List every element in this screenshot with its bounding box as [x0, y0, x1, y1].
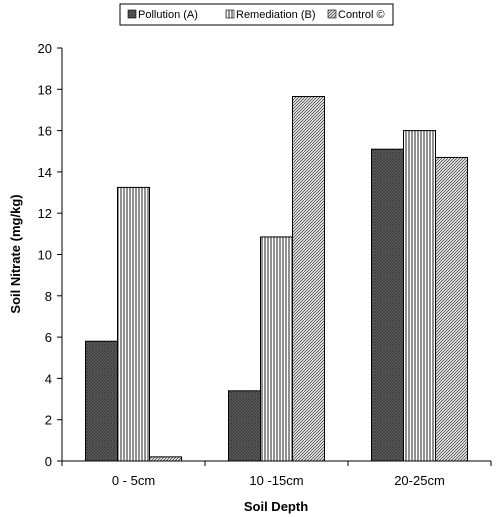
x-tick-label: 20-25cm	[394, 473, 445, 488]
bars-group	[85, 96, 468, 462]
y-tick-label: 6	[45, 330, 52, 345]
x-axis-ticks: 0 - 5cm 10 -15cm 20-25cm	[61, 461, 492, 488]
y-axis-ticks: 0 2 4 6 8 10 12 14 16 18 20	[38, 41, 62, 469]
legend-label-pollution: Pollution (A)	[138, 9, 198, 21]
bar-diagonal-lines-2	[435, 156, 468, 462]
y-tick-label: 18	[38, 82, 52, 97]
legend-swatch-control	[327, 9, 337, 19]
y-tick-label: 10	[38, 248, 52, 263]
bar-vertical-lines-2	[403, 130, 436, 462]
legend-swatch-remediation	[225, 9, 235, 19]
bar-dark-crosshatch-0	[85, 340, 118, 462]
x-tick-label: 0 - 5cm	[112, 473, 155, 488]
y-tick-label: 0	[45, 454, 52, 469]
bar-diagonal-lines-1	[292, 96, 325, 462]
y-tick-label: 12	[38, 206, 52, 221]
legend-box	[119, 3, 394, 26]
legend-swatch-pollution	[127, 9, 137, 19]
x-axis-title: Soil Depth	[244, 499, 308, 514]
y-tick-label: 14	[38, 165, 52, 180]
x-tick-label: 10 -15cm	[249, 473, 303, 488]
bar-vertical-lines-1	[260, 236, 293, 462]
y-tick-label: 20	[38, 41, 52, 56]
y-tick-label: 16	[38, 124, 52, 139]
bar-vertical-lines-0	[117, 186, 150, 462]
legend-label-remediation: Remediation (B)	[236, 9, 315, 21]
y-axis-title: Soil Nitrate (mg/kg)	[8, 194, 23, 313]
bar-dark-crosshatch-1	[228, 390, 261, 462]
y-tick-label: 2	[45, 413, 52, 428]
bar-diagonal-lines-0	[149, 456, 182, 462]
y-tick-label: 4	[45, 371, 52, 386]
legend-label-control: Control ©	[338, 9, 385, 21]
bar-dark-crosshatch-2	[371, 148, 404, 462]
legend: Pollution (A) Remediation (B) Control ©	[119, 3, 394, 26]
y-tick-label: 8	[45, 289, 52, 304]
